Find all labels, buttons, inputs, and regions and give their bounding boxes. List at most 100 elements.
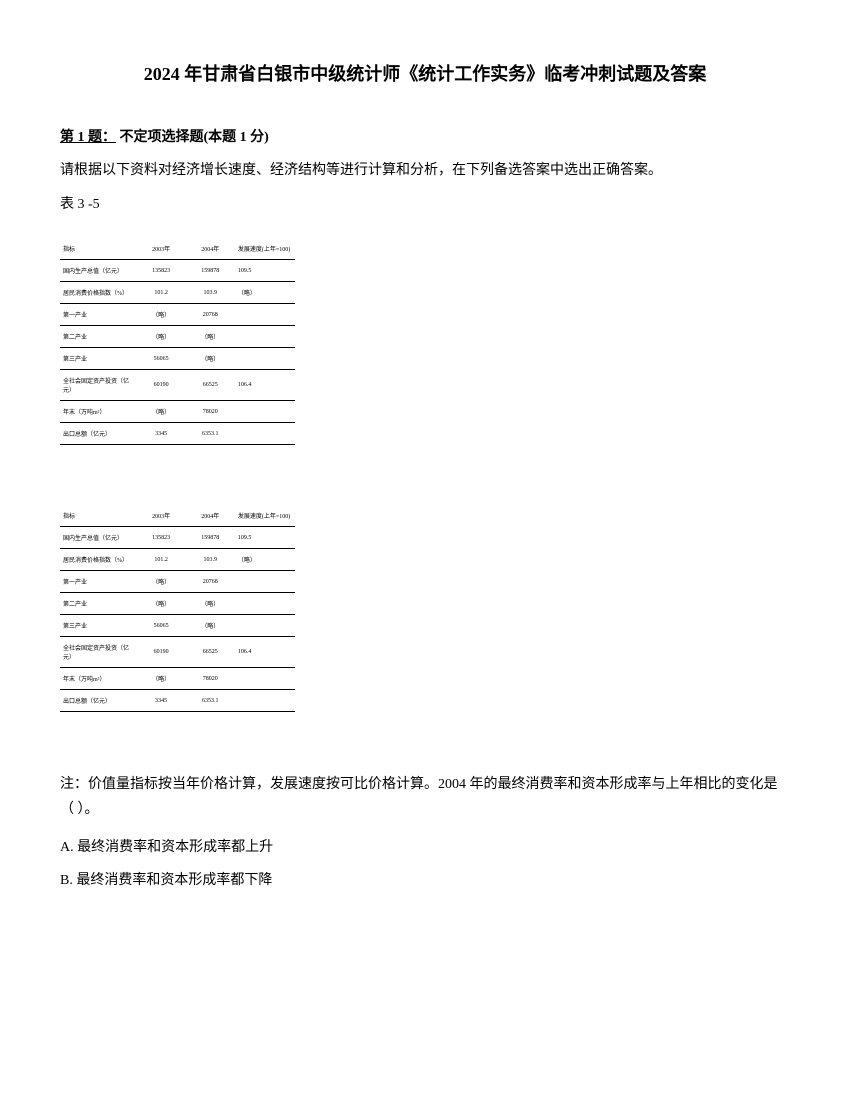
page-title: 2024 年甘肃省白银市中级统计师《统计工作实务》临考冲刺试题及答案 xyxy=(60,60,790,86)
data-table-1: 指标 2003年 2004年 发展速度(上年=100) 国内生产总值（亿元） 1… xyxy=(60,238,295,445)
table-cell: （略） xyxy=(137,668,186,690)
table-cell: （略） xyxy=(137,593,186,615)
table-cell: 106.4 xyxy=(235,637,295,668)
question-text: 请根据以下资料对经济增长速度、经济结构等进行计算和分析，在下列备选答案中选出正确… xyxy=(60,158,790,183)
table-cell: 56065 xyxy=(137,615,186,637)
table-cell: 103.9 xyxy=(186,549,235,571)
table-cell: 第二产业 xyxy=(60,326,137,348)
table-header-cell: 2003年 xyxy=(137,505,186,527)
table-cell: （略） xyxy=(186,615,235,637)
table-cell: 20768 xyxy=(186,571,235,593)
table-cell: 6353.1 xyxy=(186,690,235,712)
option-b: B. 最终消费率和资本形成率都下降 xyxy=(60,868,790,893)
table-cell: 全社会固定资产投资（亿元） xyxy=(60,370,137,401)
table-row: 第一产业 （略） 20768 xyxy=(60,304,295,326)
table-row: 指标 2003年 2004年 发展速度(上年=100) xyxy=(60,238,295,260)
table-row: 居民消费价格指数（%） 101.2 103.9 （略） xyxy=(60,549,295,571)
table-cell: 109.5 xyxy=(235,527,295,549)
table-cell: （略） xyxy=(235,282,295,304)
data-table-2: 指标 2003年 2004年 发展速度(上年=100) 国内生产总值（亿元） 1… xyxy=(60,505,295,712)
table-row: 国内生产总值（亿元） 135823 159878 109.5 xyxy=(60,260,295,282)
table-cell: 56065 xyxy=(137,348,186,370)
table-cell: 年末（万吨m²） xyxy=(60,401,137,423)
table-cell: 全社会固定资产投资（亿元） xyxy=(60,637,137,668)
table-cell: 出口总额（亿元） xyxy=(60,423,137,445)
table-cell: （略） xyxy=(137,304,186,326)
table-row: 第二产业 （略） （略） xyxy=(60,593,295,615)
table-cell: 103.9 xyxy=(186,282,235,304)
table-cell: （略） xyxy=(186,326,235,348)
table-header-cell: 指标 xyxy=(60,505,137,527)
table-row: 第三产业 56065 （略） xyxy=(60,615,295,637)
table-cell: 66525 xyxy=(186,637,235,668)
table-cell: 159878 xyxy=(186,260,235,282)
table-cell: 出口总额（亿元） xyxy=(60,690,137,712)
table-header-cell: 2004年 xyxy=(186,505,235,527)
table-header-cell: 2003年 xyxy=(137,238,186,260)
table-cell: 101.2 xyxy=(137,282,186,304)
table-label: 表 3 -5 xyxy=(60,193,790,213)
table-cell: （略） xyxy=(186,593,235,615)
table-cell: 居民消费价格指数（%） xyxy=(60,549,137,571)
table-cell xyxy=(235,593,295,615)
table-cell: 135823 xyxy=(137,527,186,549)
table-cell: 78020 xyxy=(186,401,235,423)
table-row: 指标 2003年 2004年 发展速度(上年=100) xyxy=(60,505,295,527)
table-header-cell: 发展速度(上年=100) xyxy=(235,505,295,527)
question-type: 不定项选择题(本题 1 分) xyxy=(120,130,269,145)
table-cell: （略） xyxy=(186,348,235,370)
table-cell: 135823 xyxy=(137,260,186,282)
table-cell: 60190 xyxy=(137,637,186,668)
table-cell xyxy=(235,401,295,423)
table-header-cell: 指标 xyxy=(60,238,137,260)
table-cell: （略） xyxy=(137,571,186,593)
table-cell xyxy=(235,668,295,690)
table-cell: 3345 xyxy=(137,423,186,445)
table-cell xyxy=(235,615,295,637)
table-cell: 第三产业 xyxy=(60,348,137,370)
table-cell: 国内生产总值（亿元） xyxy=(60,260,137,282)
table-row: 第三产业 56065 （略） xyxy=(60,348,295,370)
option-a: A. 最终消费率和资本形成率都上升 xyxy=(60,835,790,860)
table-cell xyxy=(235,304,295,326)
table-cell: 国内生产总值（亿元） xyxy=(60,527,137,549)
table-cell: 109.5 xyxy=(235,260,295,282)
table-row: 出口总额（亿元） 3345 6353.1 xyxy=(60,690,295,712)
table-row: 全社会固定资产投资（亿元） 60190 66525 106.4 xyxy=(60,637,295,668)
table-header-cell: 2004年 xyxy=(186,238,235,260)
table-cell: 66525 xyxy=(186,370,235,401)
table-cell: 第三产业 xyxy=(60,615,137,637)
table-cell: 年末（万吨m²） xyxy=(60,668,137,690)
table-row: 国内生产总值（亿元） 135823 159878 109.5 xyxy=(60,527,295,549)
table-cell xyxy=(235,423,295,445)
table-cell xyxy=(235,571,295,593)
table-cell: （略） xyxy=(235,549,295,571)
table-row: 年末（万吨m²） （略） 78020 xyxy=(60,401,295,423)
table-cell: 20768 xyxy=(186,304,235,326)
table-cell: 第一产业 xyxy=(60,571,137,593)
table-cell: （略） xyxy=(137,401,186,423)
table-row: 全社会固定资产投资（亿元） 60190 66525 106.4 xyxy=(60,370,295,401)
table-cell: 60190 xyxy=(137,370,186,401)
table-header-cell: 发展速度(上年=100) xyxy=(235,238,295,260)
table-cell: 106.4 xyxy=(235,370,295,401)
table-cell xyxy=(235,326,295,348)
table-cell: （略） xyxy=(137,326,186,348)
table-cell xyxy=(235,690,295,712)
table-cell: 159878 xyxy=(186,527,235,549)
table-cell: 第二产业 xyxy=(60,593,137,615)
table-cell: 78020 xyxy=(186,668,235,690)
table-cell: 居民消费价格指数（%） xyxy=(60,282,137,304)
question-number: 第 1 题： xyxy=(60,130,116,145)
table-cell: 101.2 xyxy=(137,549,186,571)
table-cell: 第一产业 xyxy=(60,304,137,326)
table-cell: 6353.1 xyxy=(186,423,235,445)
table-row: 第二产业 （略） （略） xyxy=(60,326,295,348)
note-text: 注：价值量指标按当年价格计算，发展速度按可比价格计算。2004 年的最终消费率和… xyxy=(60,772,790,822)
table-row: 居民消费价格指数（%） 101.2 103.9 （略） xyxy=(60,282,295,304)
table-row: 第一产业 （略） 20768 xyxy=(60,571,295,593)
table-row: 年末（万吨m²） （略） 78020 xyxy=(60,668,295,690)
table-row: 出口总额（亿元） 3345 6353.1 xyxy=(60,423,295,445)
table-cell: 3345 xyxy=(137,690,186,712)
table-cell xyxy=(235,348,295,370)
